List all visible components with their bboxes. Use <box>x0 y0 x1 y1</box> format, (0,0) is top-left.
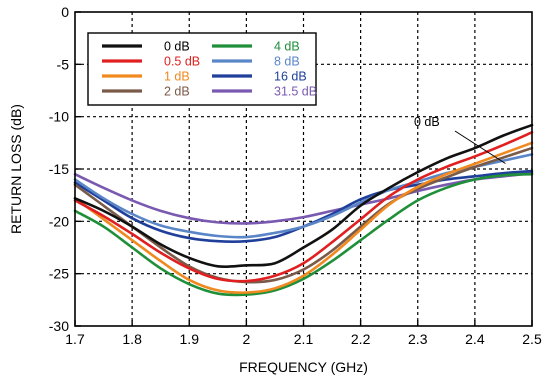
legend-entry-label: 31.5 dB <box>274 85 317 99</box>
x-tick-label: 2.2 <box>351 331 371 347</box>
x-axis-ticks: 1.7 1.8 1.9 2 2.1 2.2 2.3 2.4 2.5 <box>65 320 542 347</box>
y-tick-label: -5 <box>57 56 70 72</box>
series-line-2-db <box>73 146 534 284</box>
legend-entry-label: 16 dB <box>274 70 307 84</box>
x-tick-label: 1.9 <box>180 331 200 347</box>
legend-entry-label: 2 dB <box>164 85 190 99</box>
x-tick-label: 2.5 <box>522 331 542 347</box>
y-axis-ticks: 0 -5 -10 -15 -20 -25 -30 <box>49 4 81 334</box>
x-tick-label: 1.7 <box>65 331 85 347</box>
y-tick-label: -20 <box>49 213 69 229</box>
legend-entry-label: 8 dB <box>274 55 300 69</box>
y-tick-label: 0 <box>61 4 69 20</box>
y-axis-label: RETURN LOSS (dB) <box>8 104 24 234</box>
series-line-1-db <box>73 141 534 294</box>
annotation-0db: 0 dB <box>414 115 506 164</box>
annotation-label: 0 dB <box>414 115 440 129</box>
x-tick-label: 1.8 <box>122 331 142 347</box>
x-tick-label: 2 <box>242 331 250 347</box>
x-axis-label: FREQUENCY (GHz) <box>239 359 368 375</box>
y-tick-label: -15 <box>49 161 69 177</box>
series-line-4-db <box>73 172 534 297</box>
y-tick-label: -10 <box>49 109 69 125</box>
series-line-0-5-db <box>73 131 534 283</box>
annotation-pointer <box>454 130 506 164</box>
legend-entry-label: 0 dB <box>164 40 190 54</box>
series-line-31-5-db <box>73 171 534 225</box>
x-tick-label: 2.1 <box>294 331 314 347</box>
y-tick-label: -30 <box>49 318 69 334</box>
legend-entry-label: 1 dB <box>164 70 190 84</box>
series-line-0-db <box>73 123 534 269</box>
legend-entry-label: 0.5 dB <box>164 55 200 69</box>
legend-entry-label: 4 dB <box>274 40 300 54</box>
y-tick-label: -25 <box>49 266 69 282</box>
x-tick-label: 2.3 <box>408 331 428 347</box>
series-lines <box>73 123 534 297</box>
x-tick-label: 2.4 <box>465 331 485 347</box>
